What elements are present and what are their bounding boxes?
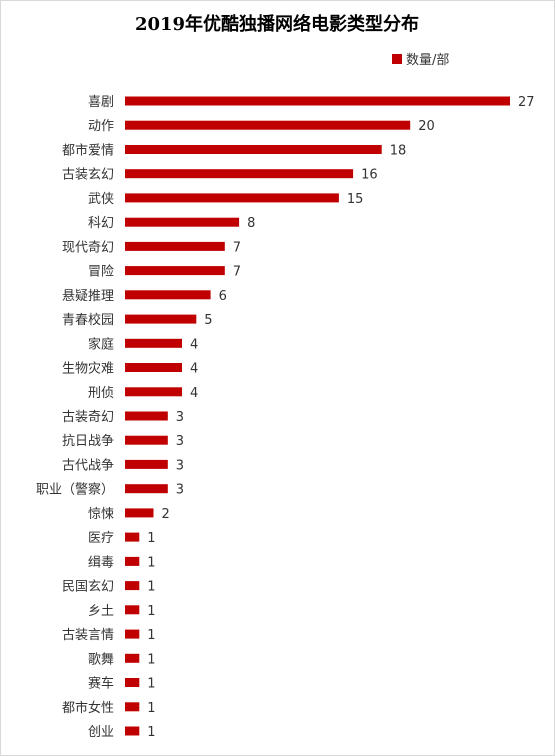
category-label: 冒险 bbox=[88, 265, 114, 280]
category-label: 抗日战争 bbox=[62, 434, 114, 449]
legend: 数量/部 bbox=[392, 53, 449, 68]
category-label: 创业 bbox=[88, 725, 114, 740]
bar-4 bbox=[125, 169, 354, 179]
category-label: 赛车 bbox=[88, 676, 114, 692]
value-label: 3 bbox=[176, 458, 184, 473]
category-label: 都市女性 bbox=[62, 700, 114, 716]
category-label: 武侠 bbox=[88, 192, 114, 207]
value-label: 8 bbox=[247, 216, 255, 231]
bar-3 bbox=[125, 145, 382, 154]
category-label: 刑侦 bbox=[88, 386, 114, 401]
value-label: 1 bbox=[147, 725, 155, 740]
value-label: 7 bbox=[233, 265, 241, 280]
bar-20 bbox=[125, 556, 140, 566]
value-label: 1 bbox=[147, 604, 155, 619]
value-label: 16 bbox=[361, 168, 378, 183]
value-label: 15 bbox=[347, 192, 364, 207]
category-labels: 喜剧动作都市爱情古装玄幻武侠科幻现代奇幻冒险悬疑推理青春校园家庭生物灾难刑侦古装… bbox=[36, 95, 114, 740]
category-label: 家庭 bbox=[88, 336, 114, 352]
value-label: 1 bbox=[147, 652, 155, 667]
bar-13 bbox=[125, 387, 182, 397]
bar-21 bbox=[125, 581, 140, 591]
value-label: 1 bbox=[147, 628, 155, 643]
category-label: 生物灾难 bbox=[62, 361, 114, 377]
category-label: 科幻 bbox=[88, 216, 114, 231]
value-label: 1 bbox=[147, 701, 155, 716]
value-label: 1 bbox=[147, 555, 155, 570]
category-label: 惊悚 bbox=[88, 507, 114, 522]
bar-8 bbox=[125, 266, 225, 276]
bar-2 bbox=[125, 120, 411, 130]
bar-1 bbox=[125, 96, 510, 106]
category-label: 缉毒 bbox=[88, 555, 114, 570]
value-label: 6 bbox=[219, 289, 227, 304]
category-label: 古代战争 bbox=[62, 458, 114, 473]
category-label: 现代奇幻 bbox=[62, 239, 114, 255]
value-label: 27 bbox=[518, 95, 535, 110]
value-label: 2 bbox=[162, 507, 170, 522]
bar-6 bbox=[125, 217, 240, 227]
category-label: 民国玄幻 bbox=[62, 580, 114, 595]
bar-19 bbox=[125, 532, 140, 542]
bar-12 bbox=[125, 363, 182, 372]
category-label: 悬疑推理 bbox=[62, 288, 114, 304]
category-label: 职业（警察） bbox=[36, 482, 114, 498]
category-label: 古装言情 bbox=[62, 628, 114, 643]
value-label: 3 bbox=[176, 483, 184, 498]
category-label: 动作 bbox=[88, 119, 114, 134]
bar-25 bbox=[125, 678, 140, 687]
chart-title: 2019年优酷独播网络电影类型分布 bbox=[135, 13, 419, 35]
value-label: 4 bbox=[190, 362, 198, 377]
bar-10 bbox=[125, 314, 197, 324]
bar-24 bbox=[125, 653, 140, 663]
bar-22 bbox=[125, 605, 140, 615]
category-label: 医疗 bbox=[88, 531, 114, 546]
category-label: 乡土 bbox=[88, 604, 114, 619]
value-label: 3 bbox=[176, 410, 184, 425]
bar-18 bbox=[125, 508, 154, 518]
bar-11 bbox=[125, 338, 182, 348]
category-label: 都市爱情 bbox=[62, 143, 114, 159]
bar-7 bbox=[125, 241, 225, 251]
bar-15 bbox=[125, 435, 168, 445]
value-label: 18 bbox=[390, 144, 407, 159]
value-label: 20 bbox=[418, 119, 435, 134]
category-label: 古装奇幻 bbox=[62, 409, 114, 425]
bar-26 bbox=[125, 702, 140, 712]
bar-27 bbox=[125, 726, 140, 736]
value-label: 1 bbox=[147, 677, 155, 692]
bar-23 bbox=[125, 629, 140, 639]
bar-9 bbox=[125, 290, 211, 300]
bar-17 bbox=[125, 484, 168, 494]
value-label: 1 bbox=[147, 580, 155, 595]
bars-group bbox=[125, 96, 510, 736]
value-label: 4 bbox=[190, 386, 198, 401]
value-label: 3 bbox=[176, 434, 184, 449]
legend-swatch bbox=[392, 54, 402, 64]
bar-5 bbox=[125, 193, 339, 203]
category-label: 喜剧 bbox=[88, 95, 114, 110]
bar-16 bbox=[125, 459, 168, 469]
legend-label: 数量/部 bbox=[406, 53, 449, 68]
value-label: 7 bbox=[233, 240, 241, 255]
category-label: 古装玄幻 bbox=[62, 168, 114, 183]
value-label: 1 bbox=[147, 531, 155, 546]
bar-14 bbox=[125, 411, 168, 421]
category-label: 歌舞 bbox=[88, 652, 114, 667]
value-label: 4 bbox=[190, 337, 198, 352]
category-label: 青春校园 bbox=[62, 312, 114, 328]
value-label: 5 bbox=[204, 313, 212, 328]
